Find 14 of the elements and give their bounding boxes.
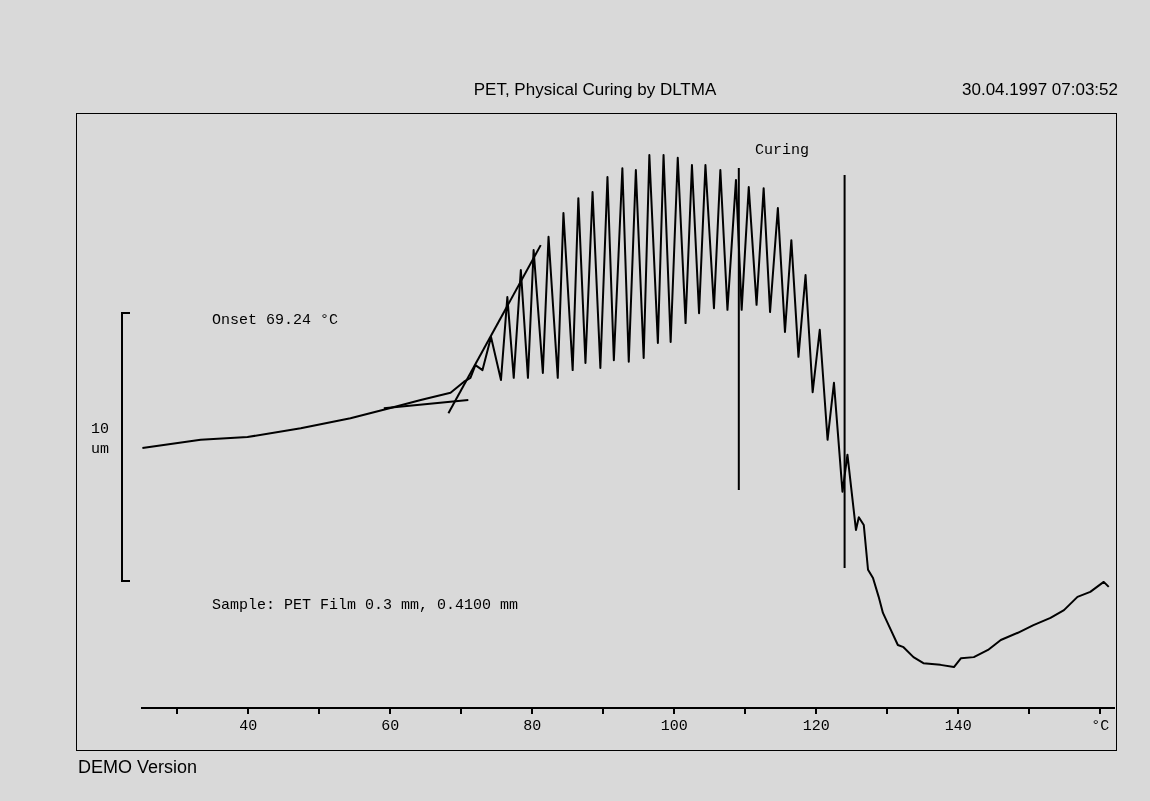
annotation: Onset 69.24 °C xyxy=(212,312,339,329)
text: DEMO Version xyxy=(78,757,198,778)
chart-title: PET, Physical Curing by DLTMA xyxy=(472,80,718,100)
y-axis-title: 10 um xyxy=(90,420,110,460)
annotation: Curing xyxy=(755,142,810,159)
annotation: Sample: PET Film 0.3 mm, 0.4100 mm xyxy=(212,597,519,614)
x-tick-label: 80 xyxy=(523,717,542,735)
x-tick-label: 60 xyxy=(381,717,400,735)
chart-subtitle: 30.04.1997 07:03:52 xyxy=(962,80,1118,100)
x-tick-label: °C xyxy=(1091,717,1110,735)
x-tick-label: 40 xyxy=(239,717,258,735)
x-tick-label: 100 xyxy=(660,717,688,735)
x-tick-label: 140 xyxy=(944,717,972,735)
x-tick-label: 120 xyxy=(802,717,830,735)
